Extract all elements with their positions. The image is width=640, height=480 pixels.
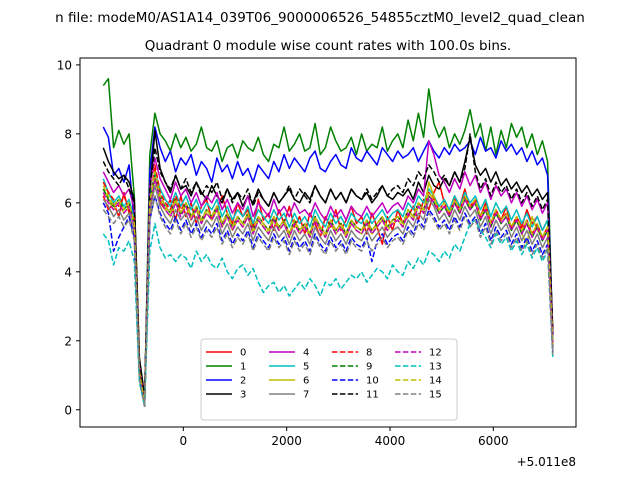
- legend-label-11: 11: [366, 390, 379, 401]
- legend-label-5: 5: [303, 362, 309, 373]
- series-line-4: [102, 140, 554, 401]
- figure-suptitle: n file: modeM0/AS1A14_039T06_9000006526_…: [55, 10, 585, 26]
- series-line-12: [102, 177, 554, 404]
- series-line-15: [102, 195, 554, 408]
- series-line-2: [102, 126, 554, 404]
- series-line-10: [102, 195, 554, 408]
- x-tick-label: 6000: [478, 434, 509, 448]
- y-tick-label: 6: [64, 196, 72, 210]
- y-tick-label: 4: [64, 265, 72, 279]
- x-axis: 0 2000 4000 6000: [180, 427, 509, 448]
- legend-label-10: 10: [366, 376, 379, 387]
- y-tick-label: 0: [64, 403, 72, 417]
- legend-label-6: 6: [303, 376, 309, 387]
- legend-label-14: 14: [429, 376, 442, 387]
- legend-label-1: 1: [240, 362, 246, 373]
- x-tick-label: 0: [180, 434, 188, 448]
- legend-label-8: 8: [366, 348, 372, 359]
- y-axis: 0 2 4 6 8 10: [57, 58, 80, 417]
- series-line-11: [102, 133, 554, 397]
- legend-label-4: 4: [303, 348, 309, 359]
- series-line-5: [102, 171, 554, 404]
- x-offset-label: +5.011e8: [517, 455, 576, 469]
- legend-label-15: 15: [429, 390, 442, 401]
- x-tick-label: 2000: [271, 434, 302, 448]
- series-line-1: [102, 77, 554, 401]
- chart-title: Quadrant 0 module wise count rates with …: [145, 38, 511, 54]
- legend-label-12: 12: [429, 348, 442, 359]
- legend-label-0: 0: [240, 348, 246, 359]
- series-layer: [102, 77, 554, 408]
- y-tick-label: 2: [64, 334, 72, 348]
- x-tick-label: 4000: [375, 434, 406, 448]
- y-tick-label: 8: [64, 127, 72, 141]
- legend-box: [200, 338, 458, 421]
- series-line-13: [102, 219, 554, 408]
- series-line-14: [102, 171, 554, 404]
- legend-label-2: 2: [240, 376, 246, 387]
- plot-frame: [79, 57, 577, 428]
- legend-label-7: 7: [303, 390, 309, 401]
- y-tick-label: 10: [57, 58, 72, 72]
- legend-label-3: 3: [240, 390, 246, 401]
- series-line-7: [102, 184, 554, 408]
- legend-label-13: 13: [429, 362, 442, 373]
- legend-label-9: 9: [366, 362, 372, 373]
